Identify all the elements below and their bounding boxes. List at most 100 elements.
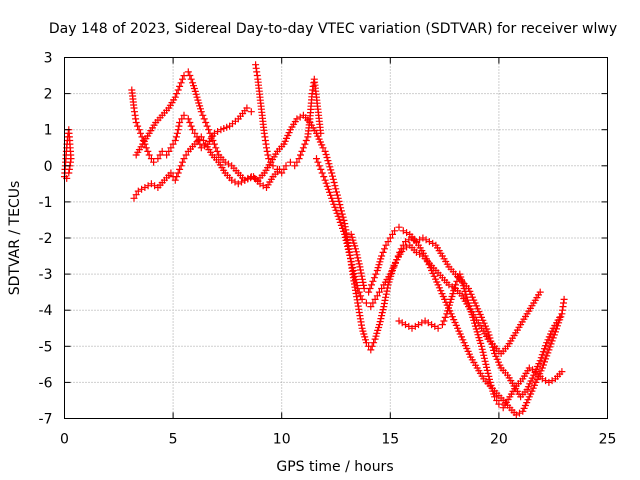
data-point <box>321 176 329 184</box>
data-point <box>382 293 390 301</box>
data-point <box>560 295 568 303</box>
data-point <box>132 119 140 126</box>
data-point <box>210 140 218 148</box>
data-point <box>147 155 155 163</box>
data-point <box>421 317 429 325</box>
data-point <box>422 236 430 244</box>
data-point <box>536 357 544 365</box>
data-point <box>384 238 392 246</box>
data-point <box>138 133 146 141</box>
y-tick-label: 1 <box>44 123 53 139</box>
data-point <box>176 119 184 126</box>
data-point <box>333 209 341 217</box>
data-point <box>225 160 232 168</box>
data-point <box>395 223 403 231</box>
data-point <box>367 303 375 311</box>
data-point <box>398 319 406 327</box>
data-point <box>393 256 401 264</box>
data-point <box>169 140 177 148</box>
data-point <box>372 270 380 278</box>
data-point <box>548 337 556 345</box>
data-point <box>286 158 294 166</box>
data-point <box>145 151 153 159</box>
data-point <box>397 245 405 253</box>
y-tick-label: -7 <box>39 412 53 428</box>
data-point <box>538 351 546 359</box>
data-point <box>282 162 290 170</box>
x-tick-label: 0 <box>60 432 69 448</box>
data-point <box>378 252 386 260</box>
data-point <box>365 288 373 296</box>
data-point <box>301 140 309 148</box>
data-point <box>335 197 343 205</box>
data-point <box>267 158 275 166</box>
data-point <box>177 79 185 87</box>
data-point <box>354 254 362 262</box>
data-point <box>332 185 340 193</box>
data-point <box>542 355 550 363</box>
data-point <box>369 277 377 285</box>
data-point <box>378 312 386 320</box>
data-point <box>291 162 299 170</box>
data-point <box>315 162 323 170</box>
data-point <box>264 151 272 159</box>
data-point <box>141 184 149 191</box>
data-point <box>486 375 493 383</box>
data-point <box>418 319 426 327</box>
y-tick-labels: 3 2 1 0 -1 -2 -3 -4 -5 -6 -7 <box>39 51 53 428</box>
data-point <box>375 321 383 329</box>
y-tick-label: -4 <box>39 303 53 319</box>
data-point <box>326 163 334 171</box>
data-point <box>158 147 166 155</box>
data-point <box>548 377 556 385</box>
data-point <box>487 337 495 345</box>
data-point <box>156 151 164 159</box>
data-point <box>482 360 490 368</box>
data-point <box>130 194 138 202</box>
data-point <box>366 285 374 292</box>
data-point <box>184 68 192 76</box>
data-point <box>334 194 342 202</box>
x-tick-label: 25 <box>599 432 617 448</box>
data-point <box>485 331 493 339</box>
data-point <box>376 318 384 326</box>
data-point <box>355 288 363 296</box>
data-point <box>333 191 341 199</box>
data-point <box>370 274 378 282</box>
data-points <box>61 61 568 419</box>
data-point <box>137 129 144 137</box>
data-point <box>362 299 370 307</box>
y-tick-label: 2 <box>44 87 53 103</box>
data-point <box>203 122 211 130</box>
data-point <box>322 151 330 158</box>
data-point <box>483 366 491 374</box>
y-tick-label: -6 <box>39 375 53 391</box>
data-point <box>395 317 403 325</box>
data-point <box>174 169 182 177</box>
data-point <box>323 154 331 161</box>
data-point <box>440 317 448 325</box>
data-point <box>478 342 485 350</box>
data-point <box>167 144 175 152</box>
data-point <box>336 218 344 226</box>
data-point <box>263 147 271 155</box>
grid-lines <box>64 57 608 419</box>
data-point <box>480 354 488 362</box>
data-point <box>317 129 325 137</box>
data-point <box>172 133 180 141</box>
data-point <box>329 172 336 180</box>
y-tick-label: 3 <box>44 51 53 67</box>
data-point <box>322 179 330 187</box>
data-point <box>429 239 437 247</box>
data-point <box>367 346 375 354</box>
data-point <box>340 216 348 224</box>
data-point <box>381 245 388 253</box>
data-point <box>179 75 186 83</box>
data-point <box>396 248 404 256</box>
y-tick-label: 0 <box>44 159 53 175</box>
data-point <box>273 165 281 173</box>
data-point <box>247 108 255 116</box>
data-point <box>167 169 175 177</box>
data-point <box>544 349 552 357</box>
data-point <box>399 241 407 249</box>
